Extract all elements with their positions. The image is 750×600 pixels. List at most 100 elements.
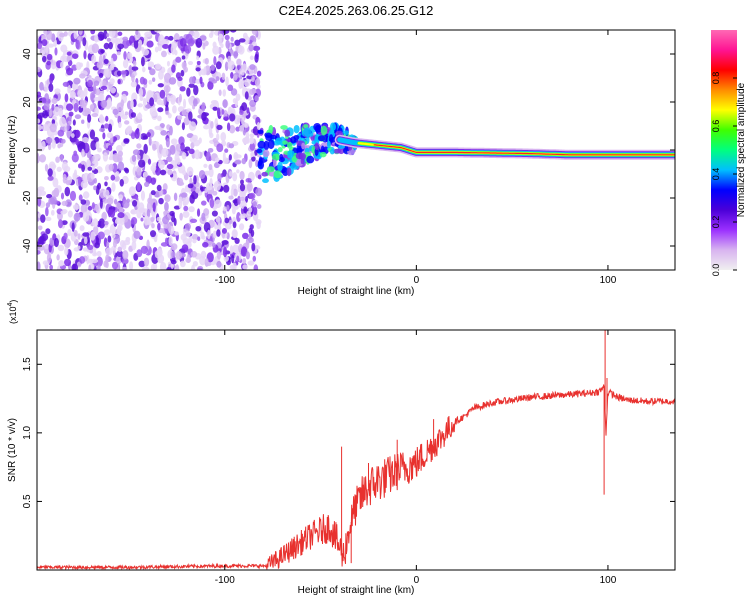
- noise-blob: [124, 120, 130, 125]
- noise-blob: [122, 266, 128, 270]
- noise-blob: [59, 61, 64, 69]
- noise-blob: [108, 156, 113, 161]
- noise-blob: [102, 132, 106, 140]
- noise-blob: [45, 137, 53, 144]
- noise-blob: [45, 228, 51, 235]
- noise-blob: [111, 232, 116, 239]
- noise-blob: [37, 106, 42, 111]
- noise-blob: [170, 138, 178, 145]
- noise-blob: [254, 53, 259, 63]
- noise-blob: [74, 114, 82, 120]
- noise-blob: [55, 156, 60, 163]
- noise-blob: [184, 231, 191, 237]
- colorbar-label: Normalized spectral amplitude: [736, 82, 747, 217]
- noise-blob: [180, 142, 185, 152]
- noise-blob: [130, 112, 137, 118]
- noise-blob: [136, 181, 141, 192]
- noise-blob: [157, 44, 162, 52]
- noise-blob: [45, 206, 49, 217]
- noise-blob: [159, 261, 167, 270]
- noise-blob: [49, 237, 53, 246]
- noise-blob: [166, 60, 170, 67]
- noise-blob: [157, 115, 162, 122]
- noise-blob: [216, 229, 221, 237]
- noise-blob: [114, 175, 120, 182]
- noise-blob: [67, 229, 72, 237]
- noise-blob: [200, 200, 207, 206]
- noise-blob: [242, 122, 249, 128]
- noise-blob: [53, 187, 60, 198]
- noise-blob: [71, 222, 75, 232]
- noise-blob: [175, 143, 181, 152]
- noise-blob: [63, 165, 71, 173]
- noise-blob: [151, 223, 155, 229]
- noise-blob: [78, 194, 83, 201]
- noise-blob: [127, 52, 133, 60]
- noise-blob: [196, 60, 201, 66]
- noise-blob: [66, 51, 72, 56]
- noise-blob: [146, 208, 151, 218]
- noise-blob: [75, 129, 80, 139]
- noise-blob: [167, 169, 173, 176]
- noise-blob: [142, 135, 149, 140]
- noise-blob: [190, 251, 198, 258]
- noise-blob: [81, 148, 85, 158]
- noise-blob: [203, 66, 207, 76]
- noise-blob: [103, 58, 109, 65]
- noise-blob: [150, 165, 157, 172]
- noise-blob: [164, 237, 168, 245]
- noise-blob: [107, 145, 113, 152]
- noise-blob: [223, 184, 230, 193]
- noise-blob: [214, 199, 222, 209]
- snr-frame: [36, 329, 676, 571]
- snr-panel: -100 0 100 0.5 1.0 1.5 Height of straight lin…: [7, 300, 676, 596]
- tone-blob: [296, 159, 301, 165]
- noise-blob: [205, 151, 211, 162]
- noise-blob: [62, 81, 70, 87]
- noise-blob: [73, 30, 78, 40]
- noise-blob: [136, 143, 142, 149]
- noise-blob: [240, 79, 245, 89]
- noise-blob: [65, 199, 72, 208]
- tone-blob: [329, 122, 336, 132]
- noise-blob: [53, 237, 59, 248]
- noise-blob: [46, 252, 52, 264]
- noise-blob: [60, 44, 68, 53]
- noise-blob: [125, 126, 133, 135]
- noise-blob: [123, 50, 127, 61]
- noise-blob: [91, 43, 100, 54]
- noise-blob: [233, 50, 239, 59]
- noise-blob: [117, 43, 124, 50]
- noise-blob: [107, 209, 114, 216]
- noise-blob: [251, 156, 256, 162]
- noise-blob: [83, 50, 87, 60]
- noise-blob: [88, 264, 92, 270]
- noise-blob: [58, 260, 65, 267]
- noise-blob: [72, 204, 80, 210]
- noise-blob: [186, 166, 194, 176]
- tone-blob: [284, 129, 291, 137]
- noise-blob: [208, 164, 213, 171]
- noise-blob: [79, 73, 86, 79]
- noise-blob: [162, 39, 170, 45]
- noise-blob: [152, 202, 156, 212]
- noise-blob: [151, 77, 156, 82]
- noise-blob: [230, 36, 234, 42]
- noise-blob: [116, 250, 124, 258]
- noise-blob: [236, 255, 240, 263]
- noise-blob: [57, 129, 65, 137]
- noise-blob: [99, 128, 106, 133]
- noise-blob: [245, 177, 252, 183]
- noise-blob: [244, 196, 249, 203]
- noise-blob: [126, 198, 131, 203]
- noise-blob: [142, 66, 146, 73]
- noise-blob: [89, 104, 94, 112]
- noise-blob: [249, 88, 257, 95]
- noise-blob: [56, 254, 60, 261]
- noise-blob: [75, 61, 82, 71]
- noise-blob: [239, 170, 245, 180]
- tone-blob: [268, 124, 274, 134]
- noise-blob: [236, 64, 241, 70]
- noise-blob: [87, 205, 93, 211]
- noise-blob: [103, 42, 110, 50]
